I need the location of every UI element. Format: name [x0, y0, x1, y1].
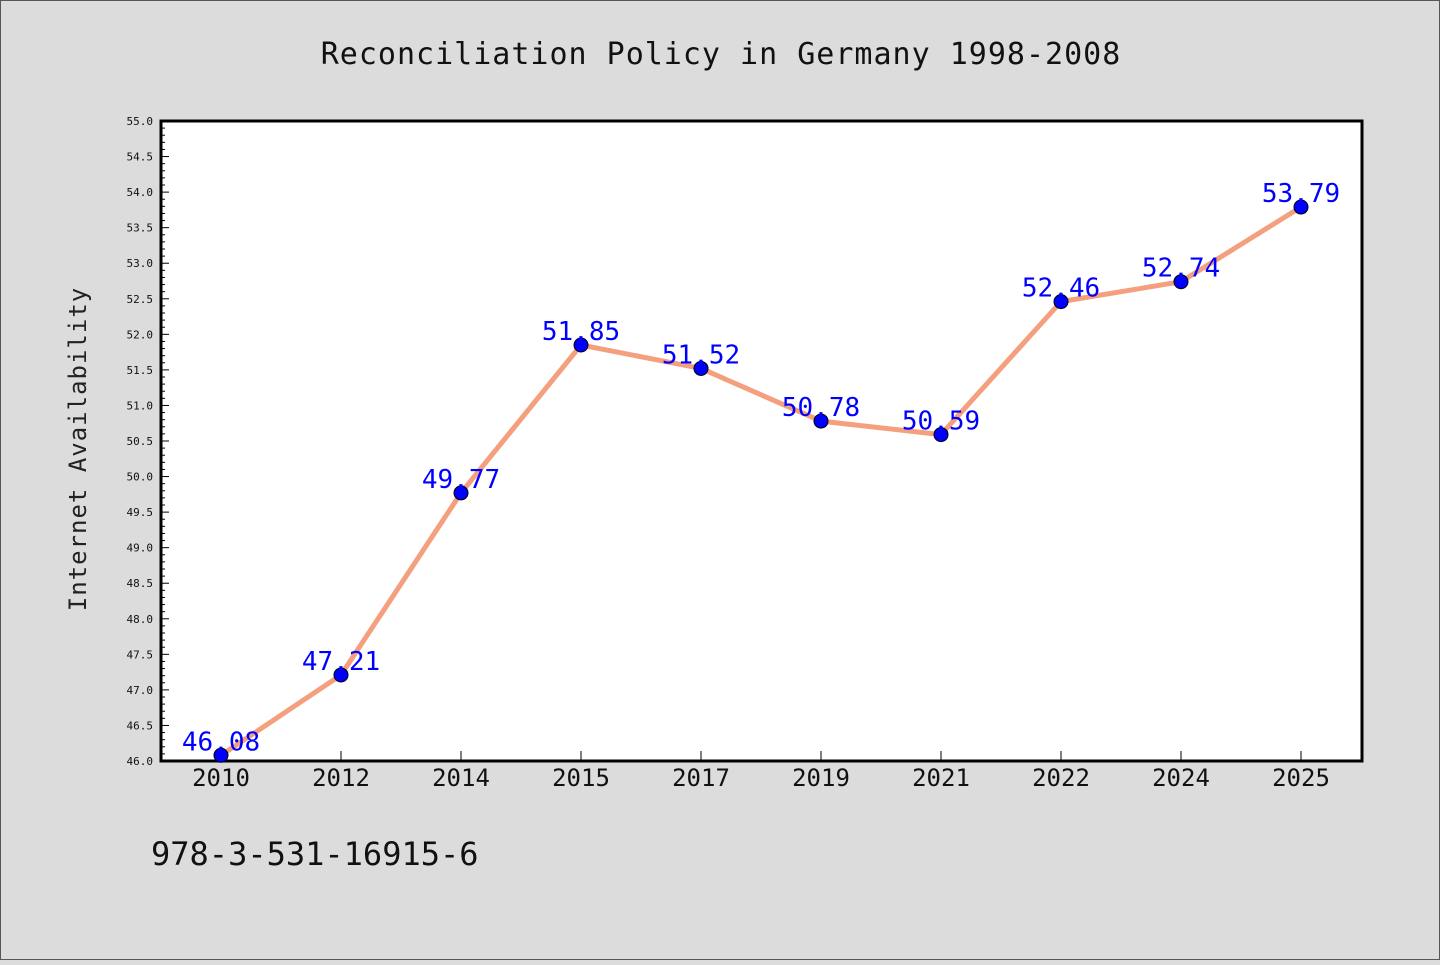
x-tick-label: 2014	[432, 764, 490, 792]
y-tick-label: 46.5	[127, 719, 154, 732]
y-axis-label: Internet Availability	[64, 287, 92, 611]
data-point	[213, 747, 229, 763]
data-label: 53.79	[1262, 179, 1340, 209]
chart-title: Reconciliation Policy in Germany 1998-20…	[321, 37, 1122, 72]
y-tick-label: 46.0	[127, 755, 154, 768]
y-tick-label: 49.0	[127, 542, 154, 555]
data-point	[1053, 294, 1069, 310]
y-tick-label: 54.0	[127, 186, 154, 199]
y-tick-label: 52.0	[127, 328, 154, 341]
x-tick-label: 2019	[792, 764, 850, 792]
series-layer: 46.08 47.21 49.77 51.85 51.52 50.78 50.59 52.46…	[182, 179, 1340, 763]
data-label: 52.74	[1142, 254, 1220, 284]
data-label: 50.78	[782, 393, 860, 423]
x-tick-label: 2021	[912, 764, 970, 792]
y-tick-label: 54.5	[127, 151, 154, 164]
y-tick-label: 50.5	[127, 435, 154, 448]
data-label: 47.21	[302, 647, 380, 677]
series-line	[218, 204, 1304, 758]
data-label: 51.52	[662, 340, 740, 370]
data-point	[453, 485, 469, 501]
y-tick-label: 48.5	[127, 577, 154, 590]
x-tick-label: 2012	[312, 764, 370, 792]
data-point	[693, 360, 709, 376]
y-tick-label: 53.5	[127, 222, 154, 235]
y-tick-label: 53.0	[127, 257, 154, 270]
data-label: 51.85	[542, 317, 620, 347]
y-tick-label: 51.0	[127, 399, 154, 412]
data-label: 46.08	[182, 727, 260, 757]
x-tick-label: 2017	[672, 764, 730, 792]
y-tick-label: 48.0	[127, 613, 154, 626]
x-axis: 2010 2012 2014 2015 2017 2019 2021 2022 2024 2025	[192, 751, 1330, 792]
x-tick-label: 2010	[192, 764, 250, 792]
data-point	[1293, 199, 1309, 215]
y-tick-label: 47.0	[127, 684, 154, 697]
data-point	[933, 427, 949, 443]
y-tick-label: 47.5	[127, 648, 154, 661]
footnote: 978-3-531-16915-6	[151, 835, 479, 873]
y-tick-label: 51.5	[127, 364, 154, 377]
y-axis: 46.0 46.5 47.0 47.5 48.0 48.5 49.0 49.5 50.0 50.5…	[127, 115, 169, 768]
plot-area	[159, 119, 1364, 763]
y-tick-label: 55.0	[127, 115, 154, 128]
y-tick-label: 52.5	[127, 293, 154, 306]
data-label: 49.77	[422, 465, 500, 495]
data-label: 52.46	[1022, 274, 1100, 304]
x-tick-label: 2025	[1272, 764, 1330, 792]
data-point	[573, 337, 589, 353]
y-tick-label: 50.0	[127, 471, 154, 484]
data-point	[333, 667, 349, 683]
x-tick-label: 2022	[1032, 764, 1090, 792]
data-label: 50.59	[902, 407, 980, 437]
x-tick-label: 2015	[552, 764, 610, 792]
x-tick-label: 2024	[1152, 764, 1210, 792]
data-point	[813, 413, 829, 429]
data-point	[1173, 274, 1189, 290]
y-tick-label: 49.5	[127, 506, 154, 519]
